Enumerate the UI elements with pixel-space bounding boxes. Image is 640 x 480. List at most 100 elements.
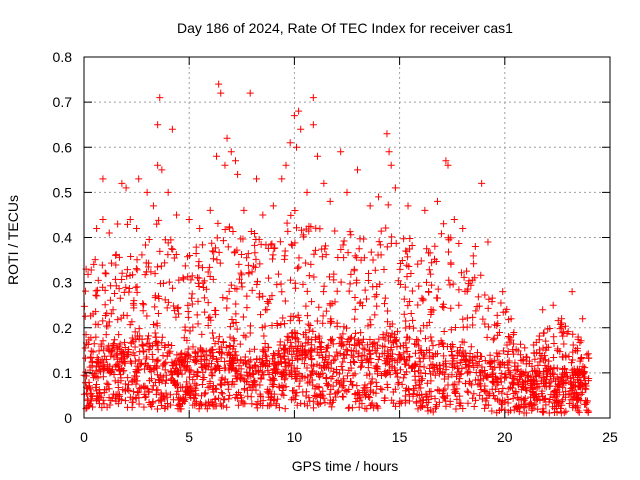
data-point	[194, 279, 202, 287]
data-point	[193, 311, 201, 319]
data-point	[107, 282, 115, 290]
chart-title: Day 186 of 2024, Rate Of TEC Index for r…	[177, 20, 513, 36]
data-point	[300, 360, 308, 368]
data-point	[578, 353, 586, 361]
data-point	[388, 364, 396, 372]
data-point	[352, 347, 360, 355]
data-point	[276, 338, 284, 346]
y-tick-label: 0.8	[53, 49, 73, 65]
data-point	[569, 401, 577, 409]
data-point	[170, 302, 178, 310]
data-point	[322, 242, 330, 250]
data-point	[112, 251, 120, 259]
data-point	[571, 382, 579, 390]
data-point	[154, 263, 162, 271]
data-point	[184, 253, 192, 261]
data-point	[522, 353, 530, 361]
data-point	[144, 332, 152, 340]
data-point	[330, 270, 338, 278]
data-point	[204, 384, 212, 392]
data-point	[192, 397, 200, 405]
data-point	[190, 370, 198, 378]
data-point	[447, 326, 455, 334]
data-point	[279, 352, 287, 360]
data-point	[248, 386, 256, 394]
data-point	[209, 400, 217, 408]
axis-ticks	[83, 56, 611, 419]
data-point	[428, 281, 436, 289]
data-point	[310, 404, 318, 412]
y-tick-labels: 0 0.1 0.2 0.3 0.4 0.5 0.6 0.7 0.8	[53, 49, 73, 426]
data-point	[308, 346, 316, 354]
data-point	[217, 388, 225, 396]
data-point	[546, 382, 554, 390]
data-point	[237, 365, 245, 373]
data-point	[207, 352, 215, 360]
data-point	[374, 356, 382, 364]
data-point	[446, 281, 454, 289]
data-point	[243, 304, 251, 312]
data-point	[533, 380, 541, 388]
data-point	[401, 283, 409, 291]
data-point	[342, 324, 350, 332]
data-point	[263, 306, 271, 314]
data-point	[171, 378, 179, 386]
data-point	[122, 184, 130, 192]
data-point	[213, 256, 221, 264]
data-point	[431, 242, 439, 250]
data-point	[89, 348, 97, 356]
data-point	[269, 382, 277, 390]
data-point	[292, 352, 300, 360]
data-point	[327, 337, 335, 345]
data-point	[243, 254, 251, 262]
data-point	[328, 403, 336, 411]
data-point	[174, 405, 182, 413]
data-point	[212, 244, 220, 252]
data-point	[281, 297, 289, 305]
data-point	[103, 379, 111, 387]
data-point	[331, 227, 339, 235]
data-point	[126, 215, 134, 223]
data-point	[259, 292, 267, 300]
data-point	[396, 342, 404, 350]
data-point	[259, 211, 267, 219]
data-point	[509, 394, 517, 402]
data-point	[352, 329, 360, 337]
data-point	[158, 166, 166, 174]
data-point	[236, 340, 244, 348]
data-point	[329, 382, 337, 390]
data-point	[184, 313, 192, 321]
data-point	[319, 312, 327, 320]
data-point	[251, 249, 259, 257]
data-point	[543, 343, 551, 351]
data-point	[292, 224, 300, 232]
data-point	[498, 369, 506, 377]
data-point	[365, 347, 373, 355]
data-point	[435, 341, 443, 349]
data-point	[281, 320, 289, 328]
data-point	[193, 381, 201, 389]
data-point	[439, 340, 447, 348]
data-point	[257, 374, 265, 382]
data-point	[341, 386, 349, 394]
data-point	[374, 370, 382, 378]
data-point	[302, 259, 310, 267]
data-point	[233, 325, 241, 333]
data-point	[383, 130, 391, 138]
data-point	[429, 408, 437, 416]
data-point	[315, 351, 323, 359]
data-point	[213, 355, 221, 363]
data-point	[154, 356, 162, 364]
data-point	[238, 271, 246, 279]
data-point	[275, 404, 283, 412]
data-point	[476, 382, 484, 390]
data-point	[322, 307, 330, 315]
data-point	[425, 288, 433, 296]
data-point	[304, 335, 312, 343]
data-point	[124, 374, 132, 382]
data-point	[198, 400, 206, 408]
data-point	[140, 365, 148, 373]
data-point	[384, 347, 392, 355]
data-point	[180, 394, 188, 402]
data-point	[339, 382, 347, 390]
